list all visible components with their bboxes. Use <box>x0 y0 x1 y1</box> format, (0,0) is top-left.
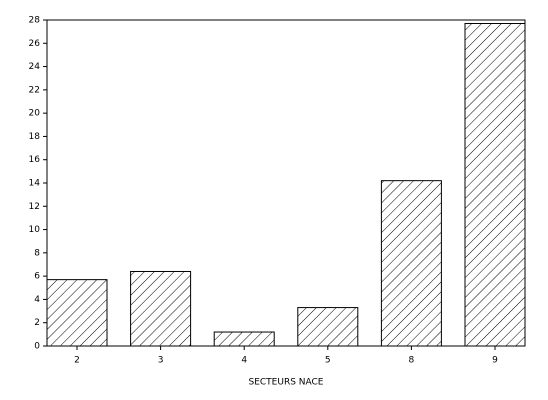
plot-frame <box>46 19 526 347</box>
y-tick-label: 22 <box>29 85 40 95</box>
y-tick-label: 4 <box>34 295 40 305</box>
x-tick-label: 2 <box>74 356 80 366</box>
y-tick-label: 14 <box>29 179 41 189</box>
y-tick-label: 6 <box>34 272 40 282</box>
y-tick-label: 28 <box>29 16 41 26</box>
x-tick-label: 5 <box>325 356 331 366</box>
y-tick-label: 16 <box>29 155 41 165</box>
y-tick-label: 18 <box>29 132 41 142</box>
bar <box>130 270 192 347</box>
bar <box>380 180 442 347</box>
bar <box>213 331 275 347</box>
x-tick-label: 3 <box>158 356 164 366</box>
y-tick-label: 12 <box>29 202 40 212</box>
y-tick-label: 26 <box>29 39 41 49</box>
bar <box>464 22 526 347</box>
bar <box>46 279 108 347</box>
x-tick-label: 4 <box>241 356 247 366</box>
y-tick-label: 20 <box>29 109 41 119</box>
y-tick-label: 24 <box>29 62 41 72</box>
x-tick-label: 9 <box>492 356 498 366</box>
x-tick-label: 8 <box>409 356 415 366</box>
y-tick-label: 10 <box>29 225 41 235</box>
x-axis-label: SECTEURS NACE <box>249 378 324 388</box>
y-tick-label: 2 <box>34 318 40 328</box>
y-tick-label: 0 <box>34 342 40 352</box>
bar <box>297 307 359 347</box>
y-tick-label: 8 <box>34 248 40 258</box>
